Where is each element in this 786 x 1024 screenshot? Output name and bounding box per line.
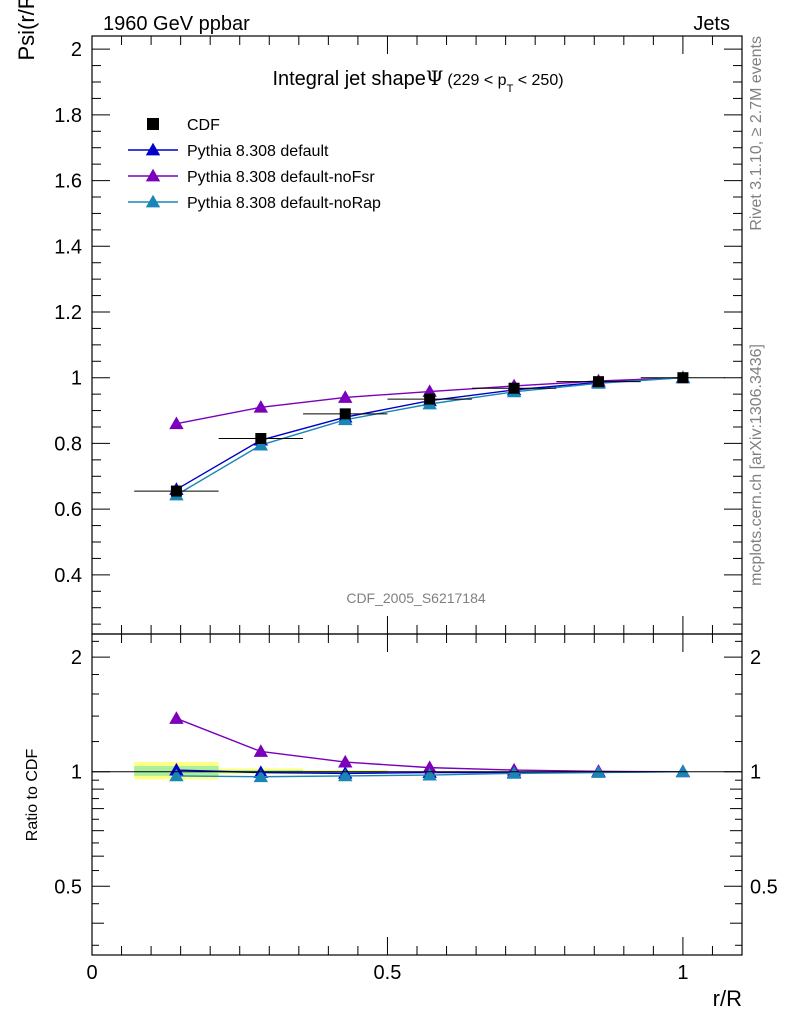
series-point-2 bbox=[253, 437, 269, 451]
legend-label-1: Pythia 8.308 default-noFsr bbox=[187, 169, 375, 186]
chart-title-range-open: (229 < p bbox=[447, 72, 506, 89]
legend: CDF Pythia 8.308 default Pythia 8.308 defa… bbox=[128, 117, 381, 212]
ratio-y-tick-label-left: 1 bbox=[71, 762, 82, 784]
y-tick-label: 1.8 bbox=[54, 105, 82, 127]
x-tick-label: 0 bbox=[86, 962, 97, 984]
data-point bbox=[424, 393, 436, 405]
ratio-point-2 bbox=[169, 768, 184, 782]
legend-marker-2 bbox=[145, 194, 161, 208]
y-axis-label: Psi(r/R) bbox=[14, 0, 39, 61]
rivet-version-label: Rivet 3.1.10, ≥ 2.7M events bbox=[748, 36, 765, 231]
ratio-point-2 bbox=[422, 767, 437, 781]
series-point-1 bbox=[169, 416, 184, 430]
legend-label-2: Pythia 8.308 default-noRap bbox=[187, 195, 381, 212]
x-tick-label: 1 bbox=[677, 962, 688, 984]
ratio-point-2 bbox=[253, 769, 269, 783]
chart-title: Integral jet shapeΨ (229 < pT < 250) bbox=[272, 66, 563, 95]
y-tick-label: 1.2 bbox=[54, 302, 82, 324]
legend-marker-1 bbox=[145, 168, 161, 182]
y-tick-label: 0.6 bbox=[54, 499, 82, 521]
legend-marker-0 bbox=[145, 142, 161, 156]
chart-title-range-sub: T bbox=[507, 83, 514, 95]
ratio-y-axis-label: Ratio to CDF bbox=[24, 749, 41, 842]
y-tick-label: 1.6 bbox=[54, 171, 82, 193]
ratio-point-2 bbox=[675, 764, 691, 778]
ratio-y-tick-label-left: 0.5 bbox=[54, 876, 82, 898]
chart-title-range-close: < 250) bbox=[513, 72, 563, 89]
x-axis-label: r/R bbox=[713, 986, 742, 1011]
data-point bbox=[592, 376, 604, 388]
ratio-y-tick-label-right: 0.5 bbox=[750, 876, 778, 898]
x-tick-label: 0.5 bbox=[374, 962, 402, 984]
ratio-point-1 bbox=[169, 711, 184, 724]
ratio-point-2 bbox=[338, 768, 353, 782]
ratio-point-1 bbox=[253, 744, 269, 757]
ratio-point-1 bbox=[422, 760, 437, 774]
y-tick-label: 2 bbox=[71, 39, 82, 61]
ratio-y-tick-label-left: 2 bbox=[71, 647, 82, 669]
header-left: 1960 GeV ppbar bbox=[103, 13, 250, 35]
data-point bbox=[255, 433, 267, 444]
chart-title-text: Integral jet shape bbox=[272, 68, 425, 90]
ratio-point-2 bbox=[506, 766, 522, 779]
header-right: Jets bbox=[693, 13, 730, 35]
y-tick-label: 1.4 bbox=[54, 236, 82, 258]
ratio-point-1 bbox=[338, 754, 353, 768]
y-tick-label: 1 bbox=[71, 368, 82, 390]
legend-label-data: CDF bbox=[187, 117, 220, 134]
ratio-y-tick-label-right: 1 bbox=[750, 762, 761, 784]
data-point bbox=[339, 408, 351, 420]
chart-title-symbol: Ψ bbox=[426, 66, 444, 90]
legend-label-0: Pythia 8.308 default bbox=[187, 143, 329, 160]
series-point-1 bbox=[253, 400, 269, 413]
data-point bbox=[508, 382, 520, 394]
mcplots-source-label: mcplots.cern.ch [arXiv:1306.3436] bbox=[748, 344, 765, 586]
analysis-watermark: CDF_2005_S6217184 bbox=[346, 590, 486, 606]
ratio-plot-frame bbox=[91, 633, 743, 956]
y-tick-label: 0.4 bbox=[54, 565, 82, 587]
legend-marker-data bbox=[147, 118, 159, 130]
y-tick-label: 0.8 bbox=[54, 433, 82, 455]
data-point bbox=[677, 372, 689, 384]
data-point bbox=[170, 485, 182, 497]
ratio-y-tick-label-right: 2 bbox=[750, 647, 761, 669]
series-point-1 bbox=[338, 390, 353, 403]
